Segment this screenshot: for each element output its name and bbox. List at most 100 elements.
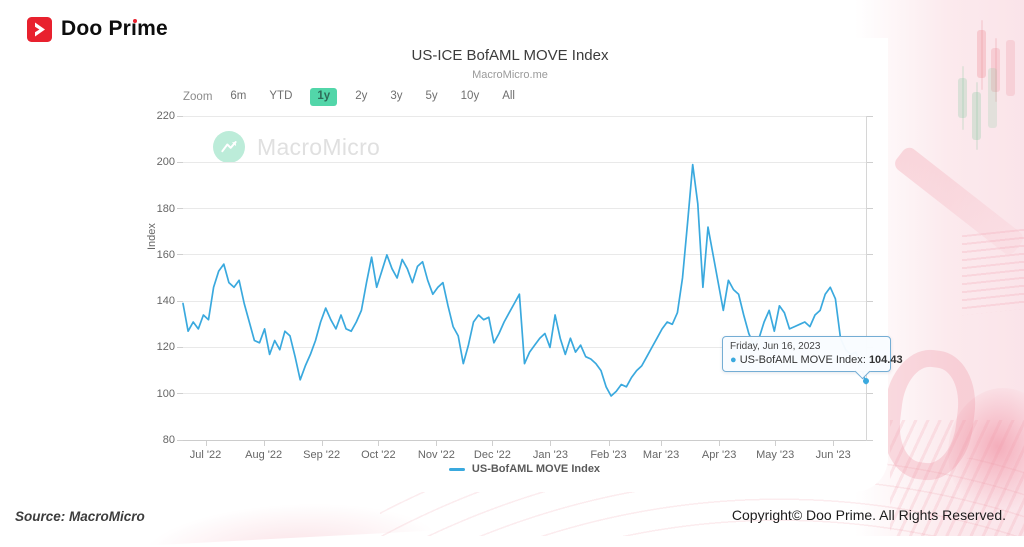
candlestick-wick (995, 38, 997, 102)
chart-card (132, 38, 888, 492)
doo-prime-logo: Doo Prıme (27, 15, 168, 43)
y-tick (177, 161, 183, 163)
range-button-5y[interactable]: 5y (425, 90, 438, 103)
y-axis-label-200: 200 (156, 156, 175, 169)
y-tick (867, 254, 873, 256)
gridline-y-160 (183, 254, 866, 256)
y-axis-label-100: 100 (156, 387, 175, 400)
range-button-10y[interactable]: 10y (460, 90, 480, 103)
x-axis-label: Apr '23 (701, 449, 737, 461)
x-axis-label: Feb '23 (590, 449, 627, 461)
chart-subtitle: MacroMicro.me (472, 69, 548, 81)
x-axis-label: Jul '22 (189, 449, 222, 461)
x-axis-label: Oct '22 (361, 449, 396, 461)
series-bullet-icon: ● (730, 354, 737, 366)
pink-blob-decoration (948, 388, 1024, 518)
gridline-y-200 (183, 161, 866, 163)
right-axis-line (866, 116, 867, 441)
candlestick-red (991, 48, 1000, 92)
legend-line-marker (448, 467, 465, 471)
x-axis-label: Jun '23 (815, 449, 851, 461)
y-tick (867, 161, 873, 163)
x-tick (263, 441, 265, 446)
x-axis-label: Sep '22 (303, 449, 341, 461)
legend[interactable]: US-BofAML MOVE Index (183, 463, 866, 475)
candlestick-green (972, 92, 981, 140)
y-tick (177, 346, 183, 348)
x-tick (775, 441, 777, 446)
tooltip-date: Friday, Jun 16, 2023 (730, 341, 821, 352)
candlestick-red (1006, 40, 1015, 96)
candlestick-red (977, 30, 986, 78)
y-axis-label-140: 140 (156, 295, 175, 308)
x-tick (378, 441, 380, 446)
y-axis-label-180: 180 (156, 202, 175, 215)
gridline-y-180 (183, 208, 866, 210)
x-tick (436, 441, 438, 446)
range-toolbar: Zoom 6m YTD 1y 2y 3y 5y 10y All (183, 88, 520, 106)
y-axis-label-220: 220 (156, 110, 175, 122)
y-tick (177, 393, 183, 395)
candlestick-wick (962, 66, 964, 130)
x-tick (205, 441, 207, 446)
x-axis-label: Jan '23 (532, 449, 569, 461)
range-button-2y[interactable]: 2y (355, 90, 368, 103)
doo-prime-logo-icon (27, 16, 52, 42)
pink-wave-decoration (119, 489, 461, 547)
x-tick (833, 441, 835, 446)
doo-prime-logo-text: Doo Prıme (61, 17, 168, 40)
tooltip-series-name: US-BofAML MOVE Index (739, 354, 863, 366)
gridline-y-140 (183, 300, 866, 302)
zero-watermark-decoration (876, 345, 982, 485)
y-tick (867, 115, 873, 117)
candlestick-wick (976, 82, 978, 150)
x-axis-line (183, 440, 867, 441)
x-axis-label: Nov '22 (417, 449, 455, 461)
source-attribution: Source: MacroMicro (15, 509, 145, 524)
y-axis-label-80: 80 (162, 434, 175, 446)
plot-area[interactable]: 80 100 120 140 160 180 200 220 Jul '22 Aug '22 Sep… (157, 110, 873, 461)
x-axis-label: May '23 (756, 449, 795, 461)
y-tick (867, 439, 873, 441)
y-tick (177, 254, 183, 256)
x-tick (492, 441, 494, 446)
range-button-ytd[interactable]: YTD (269, 90, 293, 103)
legend-series-label: US-BofAML MOVE Index (471, 463, 601, 475)
tooltip-value: 104.43 (868, 354, 903, 366)
y-axis-title: Index (146, 223, 158, 250)
chart-title: US-ICE BofAML MOVE Index (411, 47, 609, 64)
candlestick-green (958, 78, 967, 118)
range-button-6m[interactable]: 6m (230, 90, 247, 103)
y-tick (867, 393, 873, 395)
y-tick (177, 115, 183, 117)
x-tick (661, 441, 663, 446)
copyright-text: Copyright© Doo Prime. All Rights Reserve… (731, 507, 1006, 523)
y-axis-label-160: 160 (156, 248, 175, 261)
pink-stripes-decoration (962, 228, 1024, 316)
zoom-label: Zoom (183, 91, 213, 103)
candlestick-green (988, 68, 997, 128)
gridline-y-120 (183, 346, 866, 348)
y-tick (867, 208, 873, 210)
pink-ribbon-decoration (891, 144, 1024, 258)
range-button-3y[interactable]: 3y (390, 90, 403, 103)
y-axis-label-120: 120 (156, 341, 175, 354)
x-axis-label: Aug '22 (245, 449, 283, 461)
y-tick (177, 208, 183, 210)
y-tick (177, 300, 183, 302)
range-button-all[interactable]: All (502, 90, 515, 103)
x-tick (321, 441, 323, 446)
tooltip: Friday, Jun 16, 2023 ● US-BofAML MOVE In… (722, 336, 903, 379)
gridline-y-100 (183, 393, 866, 395)
series-line-svg (182, 163, 867, 397)
y-tick (867, 300, 873, 302)
x-axis-label: Mar '23 (642, 449, 680, 461)
candlestick-wick (981, 20, 983, 90)
gridline-y-220 (183, 115, 866, 117)
range-button-1y[interactable]: 1y (310, 88, 338, 106)
x-axis-label: Dec '22 (473, 449, 511, 461)
y-tick (177, 439, 183, 441)
x-tick (719, 441, 721, 446)
x-tick (608, 441, 610, 446)
x-tick (550, 441, 552, 446)
